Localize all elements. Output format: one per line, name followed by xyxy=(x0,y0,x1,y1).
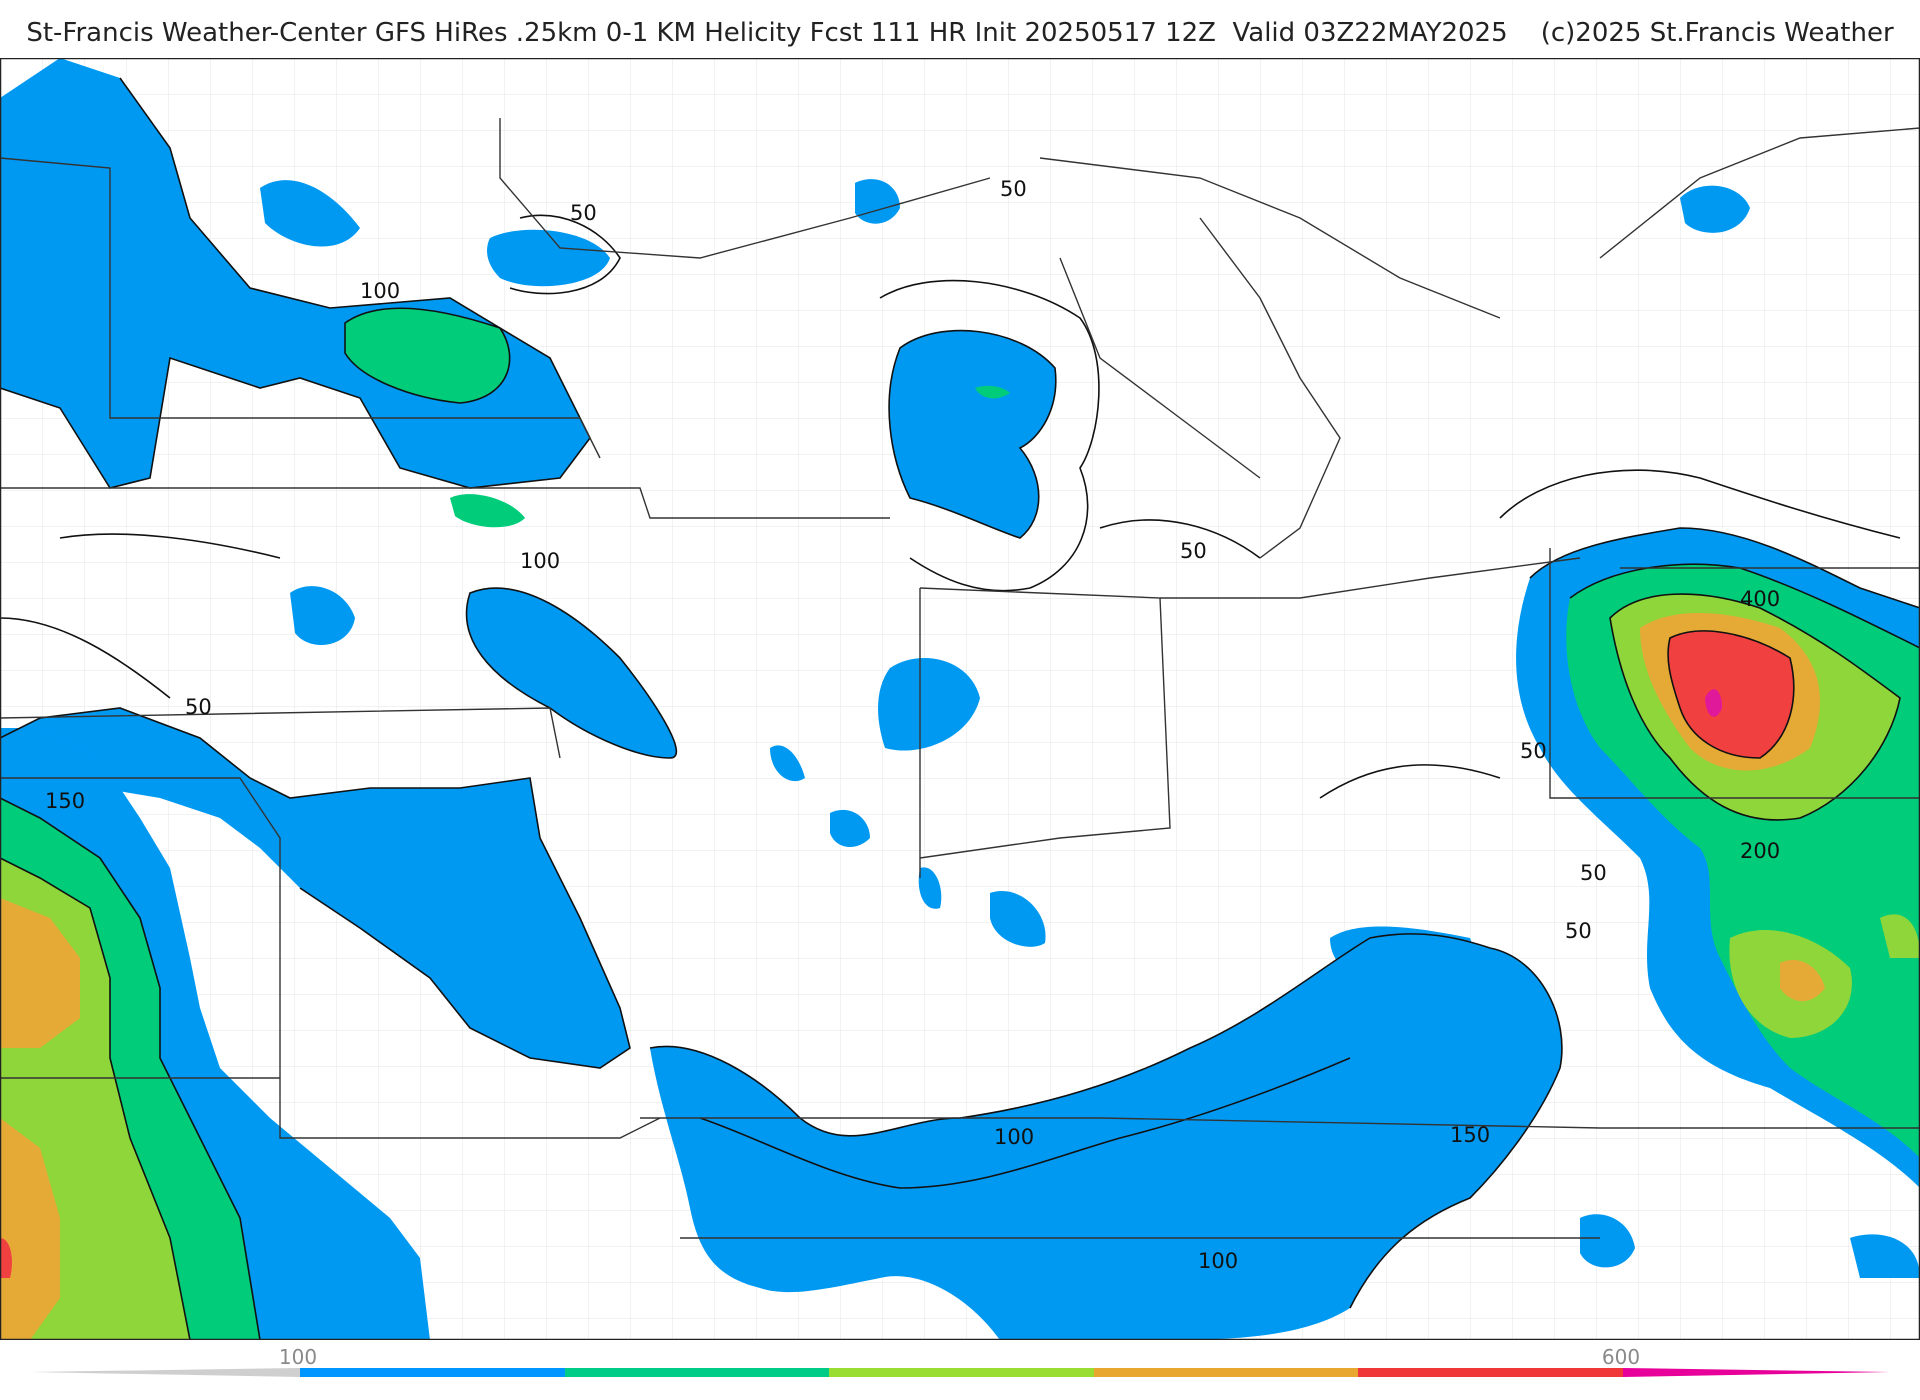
contour-label: 100 xyxy=(360,279,400,303)
contour-label: 50 xyxy=(1520,739,1547,763)
contour-label: 50 xyxy=(570,201,597,225)
colorbar-band xyxy=(1358,1368,1623,1377)
colorbar-band xyxy=(1094,1368,1358,1377)
helicity-area-north-green xyxy=(345,308,510,403)
colorbar xyxy=(30,1368,1890,1377)
contour-label: 50 xyxy=(1565,919,1592,943)
helicity-area-plains xyxy=(0,708,630,1068)
contour-label: 150 xyxy=(45,789,85,813)
helicity-map: 50 50 100 100 50 50 150 50 50 400 200 50… xyxy=(0,58,1920,1340)
contour-labels: 50 50 100 100 50 50 150 50 50 400 200 50… xyxy=(45,177,1780,1273)
helicity-area-central-streak xyxy=(466,588,677,758)
contour-label: 50 xyxy=(1580,861,1607,885)
helicity-area-lake-michigan xyxy=(889,330,1056,538)
contour-label: 100 xyxy=(520,549,560,573)
contour-label: 100 xyxy=(1198,1249,1238,1273)
contour-label: 400 xyxy=(1740,587,1780,611)
helicity-area-northwest-2 xyxy=(10,178,150,348)
contour-label: 50 xyxy=(185,695,212,719)
helicity-area-northeast-core xyxy=(1668,630,1794,758)
contour-label: 150 xyxy=(1450,1123,1490,1147)
colorbar-tick-label: 100 xyxy=(278,1345,318,1369)
helicity-area-northeast-top xyxy=(1680,185,1750,233)
state-borders xyxy=(0,118,1920,1239)
colorbar-tick-label: 600 xyxy=(1601,1345,1641,1369)
contour-label: 50 xyxy=(1000,177,1027,201)
contour-label: 50 xyxy=(1180,539,1207,563)
colorbar-band xyxy=(565,1368,829,1377)
contour-label: 200 xyxy=(1740,839,1780,863)
colorbar-band xyxy=(300,1368,565,1377)
contour-label: 100 xyxy=(994,1125,1034,1149)
colorbar-left-tail xyxy=(30,1368,300,1377)
colorbar-band xyxy=(829,1368,1094,1377)
map-title: St-Francis Weather-Center GFS HiRes .25k… xyxy=(26,18,1894,48)
colorbar-right-tail xyxy=(1623,1368,1890,1377)
